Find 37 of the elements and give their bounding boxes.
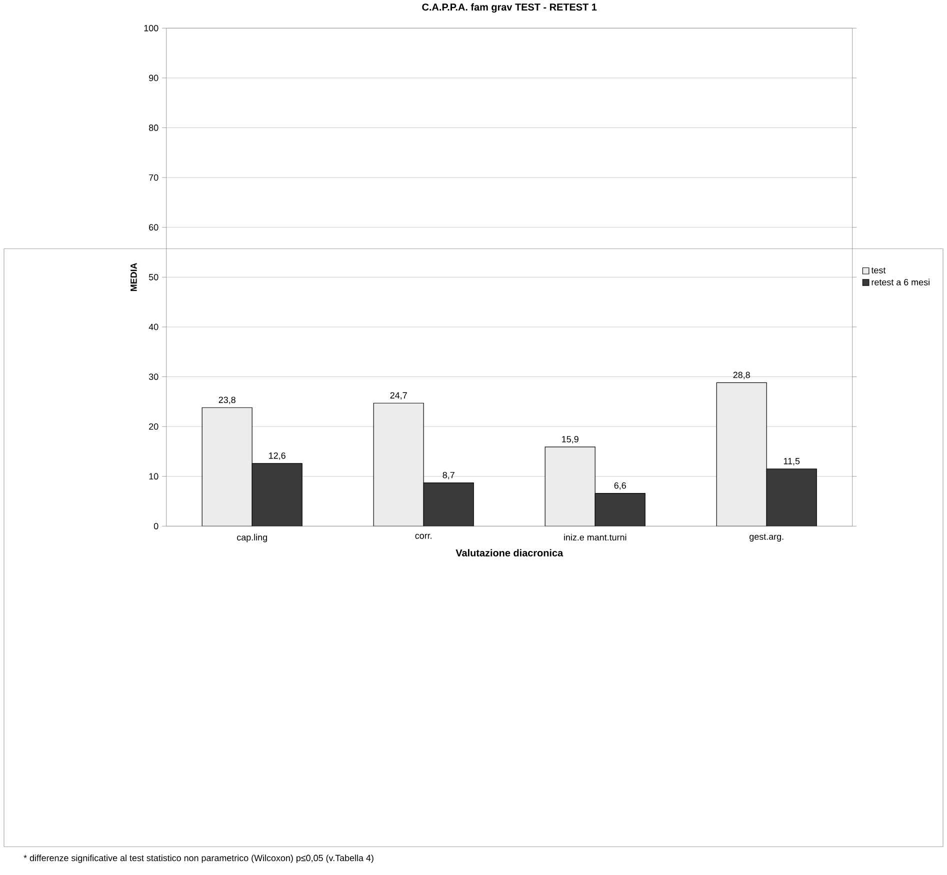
- bar: [202, 407, 252, 526]
- data-label: 11,5: [784, 458, 800, 466]
- y-tick-label: 30: [148, 374, 158, 380]
- bar: [594, 493, 646, 526]
- x-tick-label: gest.arg.: [750, 534, 784, 542]
- bar: [373, 402, 424, 526]
- bar: [766, 468, 817, 526]
- y-tick-label: 0: [154, 523, 158, 530]
- y-tick-label: 10: [149, 473, 158, 480]
- bar: [423, 482, 474, 526]
- chart-title: C.A.P.P.A. fam grav TEST - RETEST 1: [422, 3, 597, 13]
- text: * differenze significative al test statistico non parametrico (Wilcoxon) p≤0,05 (v.Tabella 4): [24, 854, 374, 864]
- x-tick-label: iniz.e mant.turni: [564, 534, 626, 541]
- data-label: 8,7: [442, 472, 454, 480]
- data-label: 24,7: [390, 392, 407, 400]
- y-tick-label: 50: [148, 274, 158, 280]
- bar: [252, 463, 302, 526]
- data-label: 28,8: [733, 372, 750, 380]
- legend-label: test: [871, 268, 886, 274]
- bar: [716, 382, 767, 526]
- x-tick-label: cap.ling: [237, 534, 267, 542]
- data-label: 12,6: [269, 452, 286, 460]
- y-tick-label: 100: [144, 25, 158, 32]
- y-tick-label: 70: [149, 174, 158, 181]
- x-axis-title: Valutazione diacronica: [456, 549, 564, 557]
- y-axis-title: MEDIA: [130, 263, 137, 292]
- y-tick-label: 20: [149, 423, 158, 430]
- y-tick-label: 40: [148, 324, 158, 330]
- data-label: 15,9: [562, 436, 578, 444]
- y-tick-label: 90: [149, 74, 158, 82]
- data-label: 6,6: [614, 482, 626, 490]
- data-label: 23,8: [218, 396, 236, 404]
- x-tick-label: corr.: [415, 534, 432, 539]
- y-tick-label: 60: [149, 224, 158, 231]
- bar: [544, 446, 596, 526]
- legend-label: retest a 6 mesi: [872, 278, 930, 286]
- y-tick-label: 80: [149, 124, 158, 132]
